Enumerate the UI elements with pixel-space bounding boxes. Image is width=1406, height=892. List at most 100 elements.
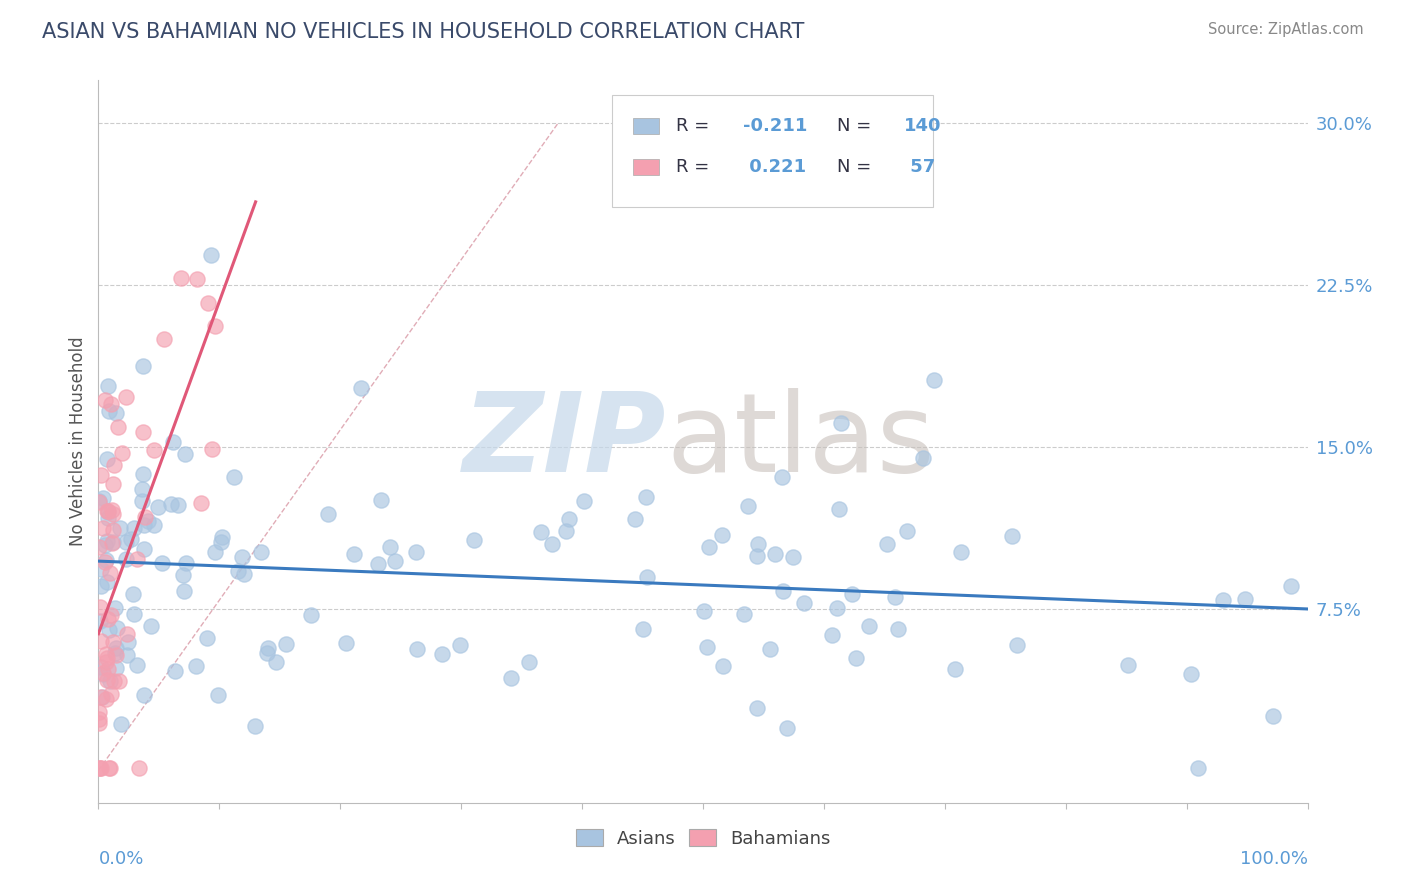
Point	[858, 619, 880, 633]
Point	[696, 640, 718, 654]
Point	[173, 568, 195, 582]
Point	[115, 648, 138, 662]
Point	[264, 655, 287, 669]
Point	[256, 646, 278, 660]
Point	[167, 498, 190, 512]
Point	[231, 549, 253, 564]
Point	[101, 635, 124, 649]
Point	[250, 544, 273, 558]
Point	[94, 553, 117, 567]
Point	[274, 637, 297, 651]
Point	[100, 607, 122, 622]
Point	[90, 659, 112, 673]
Point	[1180, 667, 1202, 681]
Point	[733, 607, 755, 621]
Point	[96, 673, 118, 687]
Point	[96, 651, 118, 665]
Point	[335, 636, 357, 650]
Point	[105, 407, 128, 421]
Text: 0.221: 0.221	[742, 158, 806, 176]
Point	[201, 442, 224, 456]
Point	[90, 579, 112, 593]
Point	[97, 761, 120, 775]
Point	[96, 574, 118, 589]
Point	[91, 521, 114, 535]
Point	[98, 403, 121, 417]
Point	[173, 447, 195, 461]
Point	[131, 482, 153, 496]
Point	[887, 622, 910, 636]
Y-axis label: No Vehicles in Household: No Vehicles in Household	[69, 336, 87, 547]
Point	[209, 534, 232, 549]
Point	[96, 534, 118, 549]
Point	[406, 642, 429, 657]
Point	[342, 547, 364, 561]
Point	[90, 761, 112, 775]
Point	[103, 523, 125, 537]
Point	[772, 583, 794, 598]
Point	[91, 665, 114, 680]
Point	[633, 622, 655, 636]
Point	[90, 633, 112, 648]
Text: -0.211: -0.211	[742, 117, 807, 135]
Point	[125, 552, 148, 566]
Point	[204, 544, 226, 558]
Point	[103, 674, 125, 689]
Point	[782, 549, 804, 564]
Point	[98, 566, 121, 580]
Text: N =: N =	[837, 117, 877, 135]
Point	[100, 687, 122, 701]
Point	[94, 555, 117, 569]
Point	[97, 505, 120, 519]
Point	[89, 541, 111, 555]
Point	[93, 538, 115, 552]
Point	[697, 540, 720, 554]
Point	[122, 586, 145, 600]
Point	[124, 607, 146, 621]
Point	[737, 499, 759, 513]
Point	[430, 647, 453, 661]
Point	[87, 706, 110, 720]
Point	[765, 547, 787, 561]
Point	[1279, 578, 1302, 592]
FancyBboxPatch shape	[613, 95, 932, 207]
Point	[104, 646, 127, 660]
Point	[1005, 639, 1028, 653]
Point	[96, 451, 118, 466]
Point	[884, 591, 907, 605]
Point	[228, 564, 250, 578]
Point	[142, 442, 165, 457]
Point	[98, 673, 121, 688]
Point	[97, 511, 120, 525]
Point	[103, 507, 125, 521]
Point	[101, 535, 124, 549]
Point	[90, 690, 112, 705]
Point	[100, 397, 122, 411]
Point	[517, 655, 540, 669]
Point	[830, 416, 852, 430]
Point	[103, 458, 125, 472]
Point	[233, 567, 256, 582]
Point	[115, 626, 138, 640]
Point	[128, 761, 150, 775]
Point	[110, 716, 132, 731]
Point	[143, 518, 166, 533]
Point	[97, 379, 120, 393]
Point	[122, 521, 145, 535]
Point	[131, 493, 153, 508]
Point	[449, 638, 471, 652]
Point	[115, 390, 138, 404]
Point	[204, 318, 226, 333]
Point	[174, 556, 197, 570]
Point	[97, 663, 120, 677]
Point	[162, 434, 184, 449]
Text: Source: ZipAtlas.com: Source: ZipAtlas.com	[1208, 22, 1364, 37]
Point	[89, 761, 111, 775]
Text: ZIP: ZIP	[463, 388, 666, 495]
Text: R =: R =	[676, 117, 716, 135]
Point	[693, 604, 716, 618]
Point	[747, 536, 769, 550]
Point	[828, 502, 851, 516]
Point	[257, 640, 280, 655]
Point	[96, 504, 118, 518]
